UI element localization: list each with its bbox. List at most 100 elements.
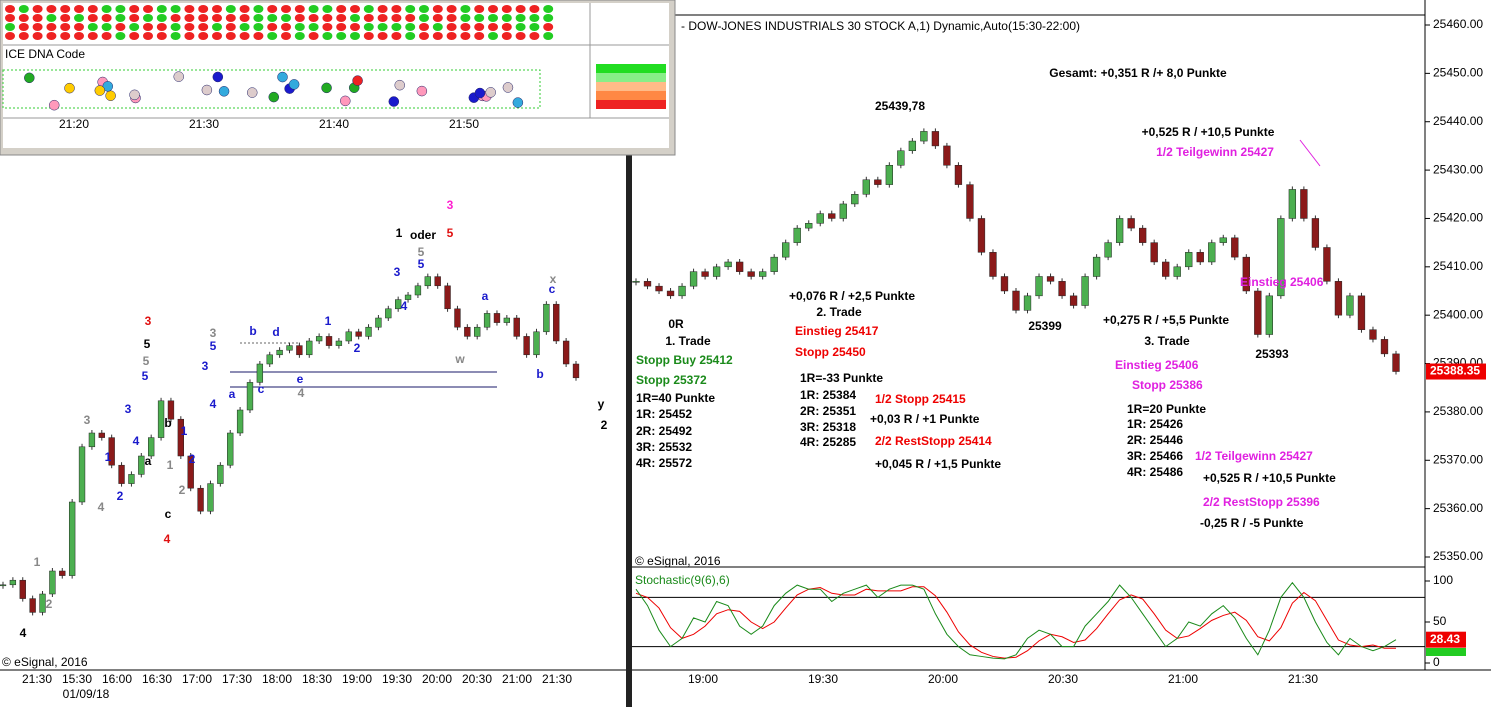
candle (1035, 276, 1043, 297)
wave-label: 1 (167, 458, 174, 472)
annotation: 1/2 Teilgewinn 25427 (1156, 145, 1274, 159)
candle (805, 223, 813, 229)
signal-dot (501, 14, 512, 22)
candle (0, 584, 7, 587)
popup-window[interactable]: ICE DNA Code 21:20 21:30 21:40 21:50 (0, 0, 676, 156)
candle (931, 131, 940, 147)
signal-dot (529, 23, 540, 31)
candle (167, 400, 175, 420)
wave-label: d (272, 325, 279, 339)
dna-dot (512, 97, 524, 108)
annotation: 1/2 Stopp 25415 (875, 392, 966, 406)
candle (908, 140, 917, 151)
annotation: 0R (668, 317, 684, 331)
signal-dot (336, 32, 347, 40)
candle (977, 218, 986, 253)
candle (118, 464, 125, 484)
chart-title: - DOW-JONES INDUSTRIALS 30 STOCK A,1) Dy… (681, 19, 1080, 33)
wave-label: 1 (325, 314, 332, 328)
annotation: 1R=20 Punkte (1127, 402, 1206, 416)
wave-label: 2 (117, 489, 124, 503)
x-tick-label: 20:30 (1048, 672, 1078, 686)
candle (1069, 295, 1078, 306)
signal-dot (405, 5, 416, 13)
dna-dot (288, 79, 300, 90)
candle (454, 308, 461, 328)
candle (207, 483, 214, 512)
x-tick-label: 18:30 (302, 672, 332, 686)
signal-dot (460, 23, 471, 31)
dna-dot (246, 87, 258, 98)
signal-dot (543, 32, 554, 40)
candle (1023, 295, 1032, 311)
signal-dot (60, 32, 71, 40)
signal-dot (267, 32, 278, 40)
wave-label: 1 (396, 226, 403, 240)
signal-dot (336, 14, 347, 22)
annotation: Stopp 25386 (1132, 378, 1203, 392)
candle (1196, 252, 1204, 263)
price-axis (1425, 0, 1491, 707)
annotation: +0,525 R / +10,5 Punkte (1142, 125, 1275, 139)
annotation: 4R: 25285 (800, 435, 856, 449)
dna-dot (394, 79, 406, 91)
signal-dot (5, 23, 15, 31)
wave-label: a (482, 289, 489, 303)
annotation: 1R=40 Punkte (636, 391, 715, 405)
signal-dot (184, 23, 195, 31)
signal-dot (18, 23, 29, 31)
candle (747, 271, 755, 277)
candle (1115, 218, 1124, 243)
wave-label: 3 (202, 359, 209, 373)
dna-dot (212, 71, 224, 83)
signal-dot (101, 5, 112, 13)
last-stochastic: 28.43 (1430, 632, 1460, 646)
signal-dot (225, 32, 236, 40)
x-tick-label: 18:00 (262, 672, 292, 686)
x-tick-label: 16:30 (142, 672, 172, 686)
dna-dot (502, 82, 514, 93)
x-tick-label: 21:30 (22, 672, 52, 686)
candle (954, 165, 963, 185)
signal-dot (74, 23, 84, 31)
last-price: 25388.35 (1430, 364, 1480, 378)
candle (68, 501, 76, 576)
candle (197, 487, 204, 512)
candle (1104, 242, 1112, 258)
signal-dot (253, 23, 264, 31)
signal-dot (474, 23, 485, 31)
signal-dot (170, 23, 181, 31)
wave-label: 1 (181, 424, 188, 438)
candle (503, 317, 511, 323)
candle (885, 165, 893, 185)
wave-label: b (536, 367, 543, 381)
dna-dot (416, 85, 428, 97)
copyright: © eSignal, 2016 (2, 655, 88, 669)
signal-dot (281, 23, 291, 31)
signal-dot (281, 5, 291, 13)
signal-dot (184, 14, 195, 22)
x-tick-label: 20:30 (462, 672, 492, 686)
dna-dot (268, 91, 280, 103)
annotation: 1. Trade (665, 334, 711, 348)
signal-dot (515, 14, 526, 22)
annotation: 2R: 25351 (800, 404, 856, 418)
candle (1357, 295, 1366, 330)
candle (138, 455, 145, 475)
signal-dot (253, 14, 264, 22)
y-tick-label: 50 (1433, 614, 1447, 628)
signal-dot (5, 14, 15, 22)
wave-label: 3 (125, 402, 132, 416)
annotation: Einstieg 25406 (1115, 358, 1199, 372)
wave-label: 4 (298, 386, 305, 400)
signal-dot (32, 23, 43, 31)
wave-label: 3 (145, 314, 152, 328)
signal-dot (405, 23, 416, 31)
signal-dot (239, 23, 250, 31)
wave-label: 2 (354, 341, 361, 355)
wave-label: 5 (143, 354, 150, 368)
candle (325, 336, 333, 346)
band (2, 69, 541, 109)
wave-label: 2 (189, 452, 196, 466)
signal-dot (543, 14, 554, 22)
